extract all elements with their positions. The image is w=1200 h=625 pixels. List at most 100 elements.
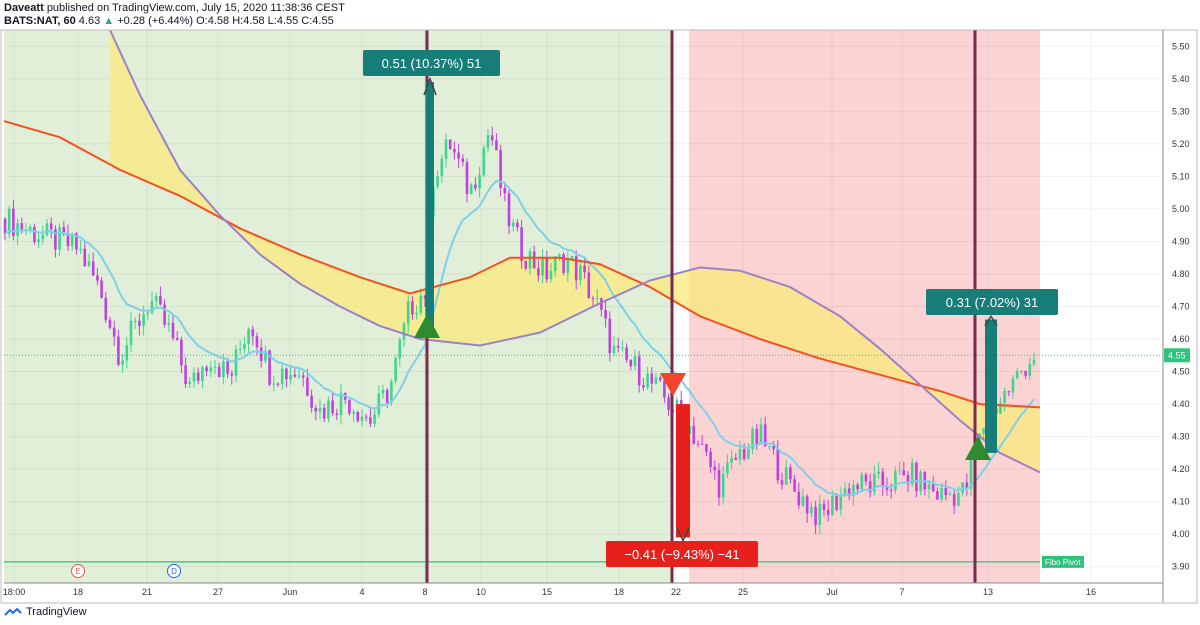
time-tick-label: 7 [899,587,904,597]
candle-body [621,347,624,349]
candle-body [259,347,263,361]
brand-name[interactable]: TradingView [26,606,87,618]
trade-1-label[interactable]: 0.51 (10.37%) 51 [363,50,500,76]
candle-body [692,425,696,444]
candle-body [667,397,670,410]
candle-body [222,361,225,378]
candle-body [238,348,242,350]
candle-body [310,395,313,408]
candle-body [579,265,582,281]
price-tick-label: 5.30 [1172,106,1190,116]
candle-body [608,318,612,354]
footer-branding: TradingView [4,606,87,618]
change-arrow-icon: ▲ [103,15,115,27]
candle-body [793,479,796,492]
candle-body [138,320,141,326]
candle-body [570,256,574,259]
candle-body [562,254,565,273]
publish-text: published on TradingView.com, July 15, 2… [46,2,345,14]
candle-body [511,222,515,227]
candle-body [226,361,229,374]
candle-body [999,402,1002,414]
candle-body [196,372,200,381]
candle-body [780,480,784,485]
candle-body [465,162,469,194]
candle-body [234,349,238,376]
event-marker[interactable]: E [71,564,85,578]
candle-body [251,329,255,337]
candle-body [108,319,112,328]
candle-body [629,359,633,367]
candle-body [931,484,935,492]
candle-body [797,491,801,506]
candle-body [558,254,561,257]
candle-body [440,158,444,177]
candle-body [217,366,221,378]
author-name[interactable]: Daveatt [4,2,44,14]
candle-body [331,400,334,414]
candle-body [45,223,49,235]
candle-body [41,234,45,240]
time-tick-label: 4 [359,587,364,597]
trade-2-label[interactable]: −0.41 (−9.43%) −41 [606,541,758,567]
future-zone [1040,30,1163,583]
price-tick-label: 4.30 [1172,432,1190,442]
candle-body [243,343,246,349]
candle-body [364,416,368,418]
candle-body [860,474,864,490]
candle-body [58,227,61,250]
symbol-name[interactable]: BATS:NAT, 60 [4,15,76,27]
candle-body [146,312,150,315]
candle-body [318,407,322,412]
time-tick-label: 18:00 [3,587,26,597]
fibo-pivot-label: Fibo Pivot [1042,555,1084,568]
publish-info: Daveatt published on TradingView.com, Ju… [4,2,345,14]
candle-body [885,486,889,490]
time-tick-label: 18 [73,587,83,597]
candle-body [646,373,649,388]
candle-body [927,484,931,490]
candle-body [327,400,330,419]
candle-body [768,446,771,448]
candle-body [360,416,364,422]
candle-body [864,474,868,482]
candle-body [721,473,725,498]
candle-body [142,314,145,326]
candle-body [419,295,423,313]
candle-body [180,339,183,366]
candle-body [873,474,876,493]
candle-body [541,258,544,276]
trade-3-label[interactable]: 0.31 (7.02%) 31 [926,289,1058,315]
sell-signal-icon [660,373,686,396]
candle-body [268,350,271,385]
candle-body [663,380,666,398]
event-marker[interactable]: D [167,564,181,578]
candle-body [385,389,389,403]
candle-body [948,493,952,496]
candle-body [852,484,855,496]
candle-body [709,451,712,467]
tradingview-logo-icon [4,607,22,616]
candle-body [747,449,750,459]
candle-body [826,509,830,515]
candle-body [7,208,11,234]
price-tag-bg [1164,348,1190,363]
candle-body [352,411,355,414]
price-tick-label: 4.70 [1172,302,1190,312]
trade-1-box [426,82,434,333]
candle-body [705,444,708,452]
candle-body [125,345,129,361]
price-tick-label: 4.40 [1172,399,1190,409]
candle-body [192,372,196,382]
candle-body [839,496,843,510]
candle-body [154,295,158,302]
candle-body [600,298,603,310]
candle-body [537,268,540,276]
candle-body [969,460,973,489]
candle-body [37,239,40,243]
candle-body [759,424,763,444]
candle-body [583,265,586,273]
price-change: +0.28 (+6.44%) [117,15,194,27]
candle-body [100,280,103,298]
